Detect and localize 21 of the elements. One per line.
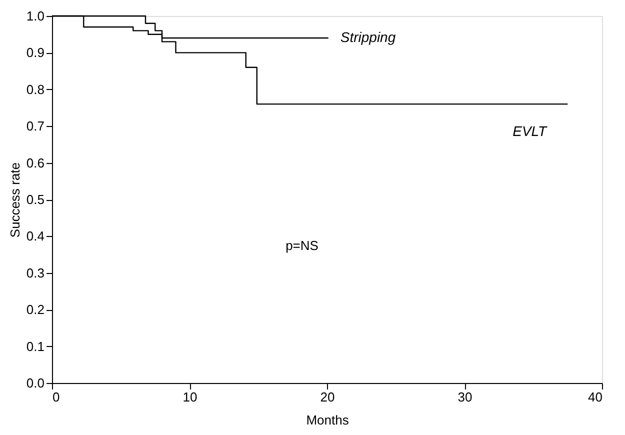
y-tick-label: 0.1 <box>26 338 44 354</box>
y-tick-label: 0.7 <box>26 118 44 134</box>
series-label: EVLT <box>512 123 548 140</box>
x-tick-label: 10 <box>182 390 198 404</box>
y-tick-label: 0.6 <box>26 155 44 170</box>
x-tick-label: 30 <box>458 390 472 404</box>
y-tick-label: 0.3 <box>26 265 44 280</box>
y-tick-label: 1.0 <box>26 8 44 24</box>
y-tick-label: 0.4 <box>26 228 44 244</box>
x-tick-label: 0 <box>52 390 60 404</box>
y-tick-label: 0.2 <box>26 302 44 318</box>
y-tick-label: 0.0 <box>26 376 44 390</box>
x-axis-title: Months <box>306 412 350 428</box>
y-tick-label: 0.8 <box>26 82 44 97</box>
x-tick-label: 20 <box>320 390 335 404</box>
y-tick-label: 0.9 <box>26 45 44 60</box>
annotation: p=NS <box>286 238 319 253</box>
x-tick-label: 40 <box>588 390 602 404</box>
y-axis-title: Success rate <box>7 162 22 238</box>
series-label: Stripping <box>340 29 396 46</box>
y-tick-label: 0.5 <box>26 192 44 207</box>
